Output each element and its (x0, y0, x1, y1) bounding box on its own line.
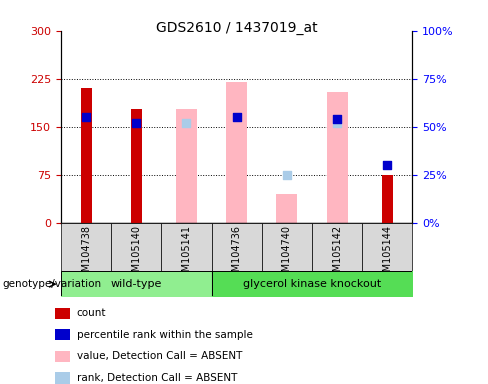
Point (283, 172, 291, 178)
Text: glycerol kinase knockout: glycerol kinase knockout (243, 279, 381, 289)
Bar (382, 175, 393, 223)
Bar (226, 82, 247, 223)
Point (82, 114, 90, 120)
FancyBboxPatch shape (262, 223, 312, 271)
Text: GDS2610 / 1437019_at: GDS2610 / 1437019_at (156, 21, 318, 35)
Point (333, 116, 341, 122)
FancyBboxPatch shape (162, 223, 212, 271)
Bar (55, 308, 70, 319)
Text: percentile rank within the sample: percentile rank within the sample (77, 330, 253, 340)
FancyBboxPatch shape (111, 223, 162, 271)
Bar (81, 88, 92, 223)
Text: GSM104738: GSM104738 (81, 225, 91, 284)
FancyBboxPatch shape (212, 223, 262, 271)
Bar (176, 109, 197, 223)
Text: GSM105141: GSM105141 (182, 225, 191, 284)
Bar (131, 109, 142, 223)
Text: wild-type: wild-type (111, 279, 162, 289)
Point (183, 120, 190, 126)
Point (384, 162, 391, 168)
Bar (55, 372, 70, 384)
Bar (326, 91, 347, 223)
Point (233, 114, 241, 120)
Text: GSM105140: GSM105140 (131, 225, 142, 284)
Bar (55, 329, 70, 340)
Bar (55, 351, 70, 362)
Text: genotype/variation: genotype/variation (2, 279, 102, 289)
FancyBboxPatch shape (362, 223, 412, 271)
Text: count: count (77, 308, 106, 318)
Point (333, 120, 341, 126)
Bar (276, 194, 297, 223)
Text: value, Detection Call = ABSENT: value, Detection Call = ABSENT (77, 351, 242, 361)
FancyBboxPatch shape (312, 223, 362, 271)
Point (132, 120, 140, 126)
Text: rank, Detection Call = ABSENT: rank, Detection Call = ABSENT (77, 373, 237, 383)
FancyBboxPatch shape (61, 223, 111, 271)
Text: GSM105142: GSM105142 (332, 225, 342, 284)
Text: GSM105144: GSM105144 (382, 225, 392, 284)
Text: GSM104736: GSM104736 (232, 225, 242, 284)
Text: GSM104740: GSM104740 (282, 225, 292, 284)
